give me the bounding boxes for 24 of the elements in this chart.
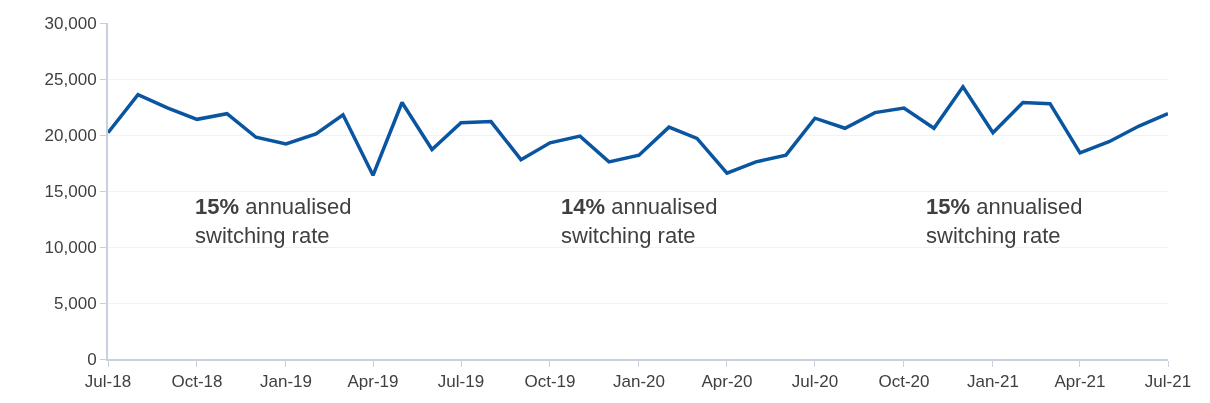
- line-series: [108, 85, 1168, 178]
- x-tick-label: Jan-20: [612, 372, 665, 392]
- y-tick-label: 25,000: [44, 69, 97, 89]
- x-tick-label: Jul-19: [437, 372, 485, 392]
- x-tick-label: Jul-20: [791, 372, 839, 392]
- x-tick-label: Oct-19: [524, 372, 576, 392]
- y-tick-label: 20,000: [44, 125, 97, 145]
- y-tick-label: 5,000: [54, 293, 97, 313]
- y-tick-label: 30,000: [44, 13, 97, 33]
- x-tick-label: Jul-18: [84, 372, 132, 392]
- y-tick-label: 10,000: [44, 237, 97, 257]
- x-tick-label: Jul-21: [1144, 372, 1192, 392]
- y-tick-label: 0: [87, 349, 97, 369]
- x-tick-label: Oct-20: [878, 372, 930, 392]
- y-tick-label: 15,000: [44, 181, 97, 201]
- x-tick-label: Jan-21: [966, 372, 1019, 392]
- annotation: 15% annualised switching rate: [926, 194, 1083, 248]
- x-tick-label: Jan-19: [259, 372, 312, 392]
- x-tick-label: Apr-19: [347, 372, 399, 392]
- x-tick-label: Oct-18: [171, 372, 223, 392]
- annotation: 14% annualised switching rate: [561, 194, 718, 248]
- x-tick-label: Apr-21: [1054, 372, 1106, 392]
- x-tick-label: Apr-20: [701, 372, 753, 392]
- annotation: 15% annualised switching rate: [195, 194, 352, 248]
